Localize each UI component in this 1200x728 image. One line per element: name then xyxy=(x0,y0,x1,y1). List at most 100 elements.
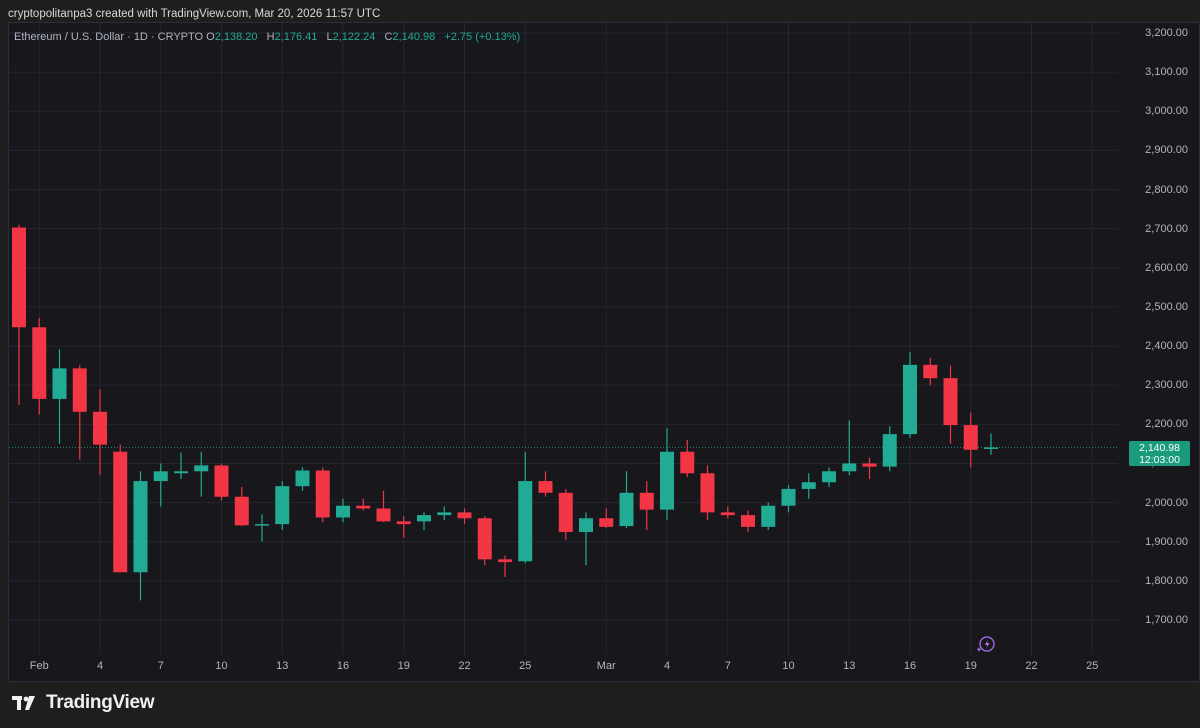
candle-body xyxy=(639,492,654,510)
change-value: +2.75 (+0.13%) xyxy=(444,31,521,43)
candle-body xyxy=(214,465,229,497)
candle-body xyxy=(336,505,350,518)
candle-bullish xyxy=(133,471,148,601)
time-tick-label: 25 xyxy=(1086,660,1099,672)
candle-bearish xyxy=(376,490,391,523)
candle-body xyxy=(255,524,269,526)
candle-body xyxy=(579,518,593,532)
candle-body xyxy=(862,463,877,467)
price-tick-label: 3,000.00 xyxy=(1145,105,1188,118)
candle-bullish xyxy=(153,463,168,507)
footer-bar xyxy=(0,682,1200,728)
candle-body xyxy=(558,492,573,532)
sparkle-lightning-icon[interactable] xyxy=(976,634,996,654)
candle-bearish xyxy=(12,224,26,405)
candle-bullish xyxy=(822,467,836,487)
candle-body xyxy=(882,434,897,467)
candle-body xyxy=(781,488,796,506)
chart-panel[interactable] xyxy=(8,22,1200,682)
candle-body xyxy=(538,481,553,493)
candle-bearish xyxy=(457,508,472,525)
candle-bullish xyxy=(660,428,674,521)
time-tick-label: 19 xyxy=(964,660,977,672)
open-key: O xyxy=(206,31,215,43)
tradingview-brand[interactable]: TradingView xyxy=(12,692,155,714)
candle-body xyxy=(194,465,209,472)
candle-body xyxy=(498,559,512,563)
price-tick-label: 2,900.00 xyxy=(1145,144,1188,157)
candle-bearish xyxy=(741,510,755,532)
low-value: 2,122.24 xyxy=(332,31,376,43)
price-tick-label: 2,000.00 xyxy=(1145,496,1188,509)
candle-body xyxy=(12,227,26,328)
candle-body xyxy=(52,368,67,399)
time-tick-label: 10 xyxy=(215,660,228,672)
candle-body xyxy=(174,471,188,474)
candle-body xyxy=(295,470,310,487)
candle-body xyxy=(376,508,391,522)
candle-bullish xyxy=(842,420,857,476)
candle-bullish xyxy=(518,451,533,564)
candle-bullish xyxy=(801,473,816,499)
candle-bullish xyxy=(781,484,796,513)
candle-body xyxy=(822,471,836,483)
candle-body xyxy=(113,451,128,573)
price-tick-label: 1,800.00 xyxy=(1145,574,1188,587)
candle-body xyxy=(477,518,492,560)
candle-bearish xyxy=(558,488,573,540)
candle-bearish xyxy=(923,357,938,386)
price-tick-label: 2,200.00 xyxy=(1145,418,1188,431)
candle-body xyxy=(741,515,755,527)
candle-bearish xyxy=(963,412,978,468)
time-tick-label: Feb xyxy=(29,660,49,672)
candle-bullish xyxy=(882,426,897,472)
candle-body xyxy=(437,512,452,516)
candle-body xyxy=(963,425,978,450)
candle-body xyxy=(599,518,614,527)
bar-countdown: 12:03:00 xyxy=(1139,454,1180,466)
time-tick-label: 16 xyxy=(336,660,350,672)
high-key: H xyxy=(266,31,275,43)
candle-bullish xyxy=(903,351,917,439)
candle-body xyxy=(417,515,431,522)
time-tick-label: 4 xyxy=(663,660,671,672)
current-price-value: 2,140.98 xyxy=(1139,442,1180,454)
candle-bearish xyxy=(93,389,107,476)
price-tick-label: 3,200.00 xyxy=(1145,27,1188,39)
candle-body xyxy=(720,512,735,516)
time-tick-label: 22 xyxy=(1025,660,1038,672)
candle-bearish xyxy=(32,317,47,415)
grid-lines xyxy=(9,23,1118,655)
candle-body xyxy=(356,505,371,509)
candle-bearish xyxy=(396,516,411,538)
brand-name: TradingView xyxy=(46,692,155,713)
candle-body xyxy=(518,481,533,562)
price-tick-label: 2,500.00 xyxy=(1145,300,1188,313)
candle-body xyxy=(842,463,857,472)
candle-bullish xyxy=(52,349,67,444)
candle-bullish xyxy=(336,498,350,523)
candle-body xyxy=(153,471,168,482)
candle-body xyxy=(700,473,715,513)
time-tick-label: 7 xyxy=(724,660,731,672)
price-tick-label: 2,400.00 xyxy=(1145,340,1188,353)
candle-body xyxy=(457,512,472,519)
candle-bearish xyxy=(234,486,249,527)
candle-body xyxy=(984,447,998,449)
time-tick-label: Mar xyxy=(596,660,616,672)
price-tick-label: 2,800.00 xyxy=(1145,183,1188,196)
candle-body xyxy=(943,378,958,426)
symbol-name: Ethereum / U.S. Dollar · 1D · CRYPTO xyxy=(14,31,204,43)
candle-body xyxy=(275,486,290,525)
time-tick-label: 13 xyxy=(276,660,289,672)
candle-bullish xyxy=(275,481,290,530)
candle-bullish xyxy=(194,451,209,497)
candle-body xyxy=(315,470,330,518)
candle-bearish xyxy=(862,457,877,480)
candle-bullish xyxy=(579,512,593,566)
symbol-legend: Ethereum / U.S. Dollar · 1D · CRYPTO O 2,… xyxy=(14,31,520,43)
candle-bearish xyxy=(700,465,715,521)
candle-body xyxy=(133,481,148,573)
candle-body xyxy=(761,505,776,527)
